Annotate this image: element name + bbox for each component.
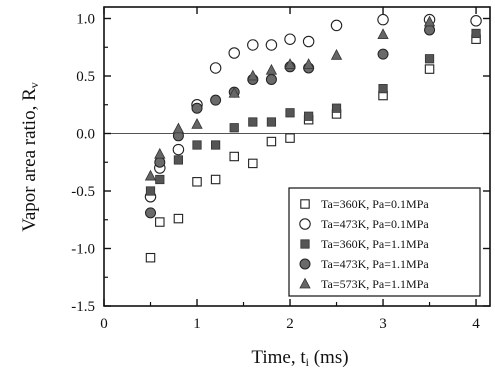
data-point [377, 48, 389, 60]
data-point [248, 117, 258, 127]
data-point [145, 252, 156, 263]
data-point [172, 122, 185, 134]
data-point [229, 151, 239, 162]
data-point [330, 48, 343, 60]
legend-items: Ta=360K, Pa=0.1MPa Ta=473K, Pa=0.1MPa Ta=3… [299, 197, 429, 291]
data-point [155, 174, 165, 185]
data-point [377, 13, 389, 26]
data-point [284, 33, 296, 45]
plot-area-frame [103, 6, 491, 307]
data-point [302, 35, 315, 48]
legend: Ta=360K, Pa=0.1MPa Ta=473K, Pa=0.1MPa Ta=3… [288, 187, 481, 297]
data-point [192, 140, 202, 150]
x-axis-title: Time, ti (ms) [251, 347, 348, 369]
data-point [304, 111, 314, 121]
data-point [145, 186, 156, 196]
data-point [302, 58, 315, 69]
data-point [172, 143, 185, 156]
data-point [471, 28, 481, 39]
data-point [191, 117, 203, 129]
legend-marker [299, 258, 311, 270]
data-point [330, 19, 343, 32]
legend-marker [300, 199, 310, 209]
y-axis: -1.5 -1.0 -0.5 0.0 0.5 1.0 [71, 12, 490, 315]
y-tick-label: -0.5 [71, 184, 95, 200]
legend-marker [299, 218, 311, 230]
data-point [247, 69, 259, 81]
data-point [470, 15, 482, 27]
data-point [209, 62, 222, 74]
data-point [265, 39, 278, 51]
x-axis-title-unit: (ms) [309, 347, 349, 368]
data-point [173, 213, 184, 224]
legend-label: Ta=360K, Pa=1.1MPa [321, 237, 429, 251]
y-tick-label: -1.0 [71, 242, 95, 258]
data-point [210, 94, 222, 106]
data-point [191, 102, 203, 114]
series-3 [145, 28, 481, 196]
data-point [424, 24, 436, 36]
data-point [265, 63, 278, 75]
data-point [228, 47, 240, 59]
data-point [266, 117, 277, 127]
data-point [211, 140, 221, 150]
data-point [155, 217, 165, 227]
data-point [228, 86, 240, 98]
legend-marker [300, 239, 310, 249]
y-tick-label: -1.5 [71, 299, 95, 315]
legend-label: Ta=573K, Pa=1.1MPa [321, 277, 429, 291]
data-point [265, 73, 277, 85]
x-axis: 0 1 2 3 4 [100, 7, 480, 332]
data-point [266, 136, 277, 147]
data-point [424, 64, 435, 74]
y-tick-label: 1.0 [76, 12, 95, 28]
x-tick-label: 3 [379, 316, 387, 332]
data-point [247, 39, 259, 51]
legend-label: Ta=360K, Pa=0.1MPa [321, 197, 429, 211]
legend-label: Ta=473K, Pa=0.1MPa [321, 217, 429, 231]
data-point [154, 156, 166, 168]
data-point [248, 158, 258, 169]
data-point [173, 155, 184, 165]
series-5 [144, 15, 436, 181]
x-tick-label: 1 [193, 316, 201, 332]
data-point [285, 108, 295, 118]
legend-label: Ta=473K, Pa=1.1MPa [321, 257, 429, 271]
data-points [144, 13, 482, 263]
y-axis-title-subscript: v [27, 82, 41, 88]
data-point [423, 15, 436, 27]
data-point [284, 58, 296, 69]
data-point [154, 147, 166, 159]
y-tick-label: 0.0 [76, 127, 95, 143]
y-axis-title: Vapor area ratio, Rv [19, 82, 41, 232]
data-point [145, 207, 157, 219]
data-point [210, 174, 221, 185]
data-point [331, 103, 342, 113]
data-point [144, 169, 157, 181]
x-tick-label: 4 [472, 316, 480, 332]
y-tick-label: 0.5 [76, 69, 95, 85]
data-point [424, 54, 435, 64]
data-point [192, 177, 202, 187]
data-point [378, 84, 388, 94]
data-point [377, 28, 389, 39]
data-point [285, 133, 295, 143]
legend-marker [299, 277, 311, 289]
data-point [229, 123, 239, 133]
legend-box [288, 187, 481, 297]
x-tick-label: 0 [100, 316, 108, 332]
x-axis-title-subscript: i [306, 355, 310, 369]
x-tick-label: 2 [286, 316, 294, 332]
